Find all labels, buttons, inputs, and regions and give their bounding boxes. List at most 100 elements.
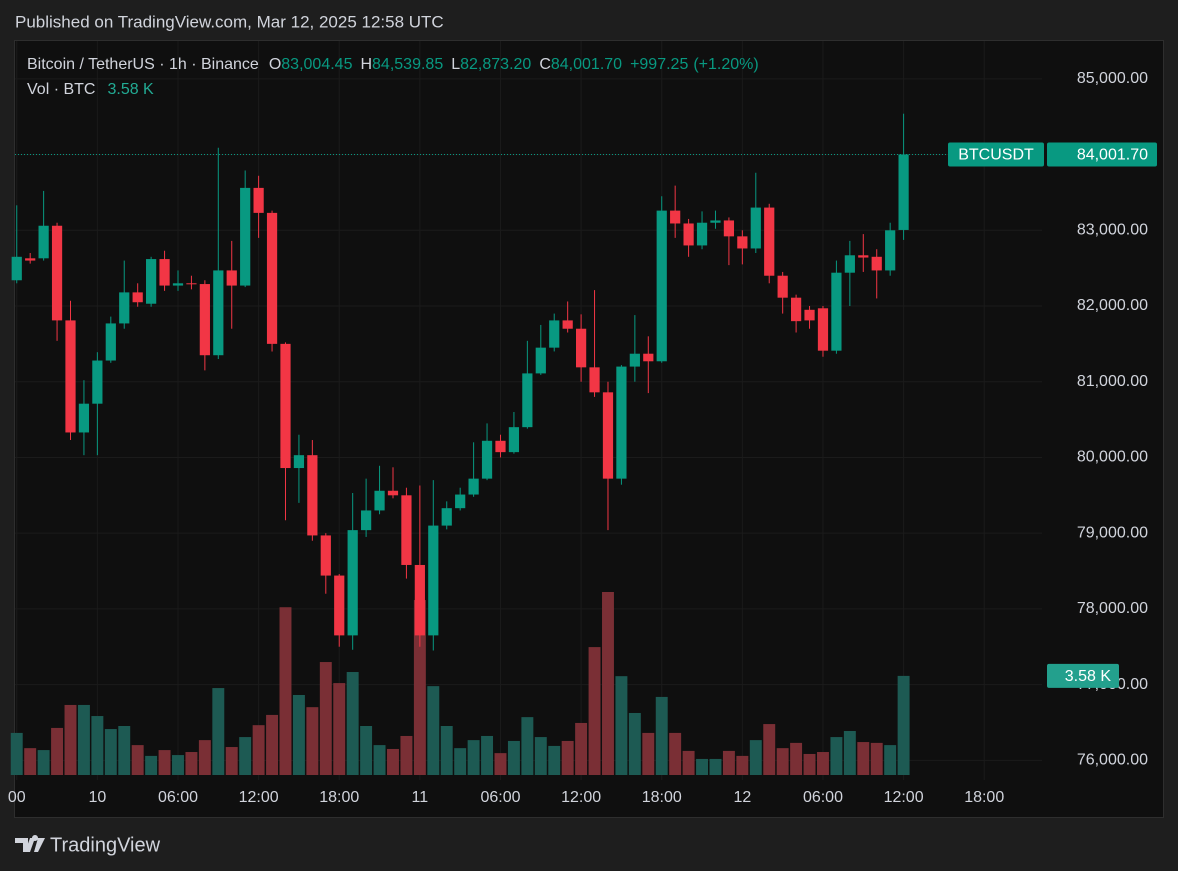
candle-body xyxy=(266,212,278,344)
candle-body xyxy=(737,236,748,249)
candle-body xyxy=(535,347,546,374)
volume-bar xyxy=(817,752,829,775)
x-tick-label: 12:00 xyxy=(239,789,279,806)
volume-tag-bg xyxy=(1047,663,1119,688)
volume-bar xyxy=(642,732,655,775)
volume-bar xyxy=(225,747,238,775)
volume-bar xyxy=(803,753,816,775)
volume-bar xyxy=(319,662,332,775)
candle-body xyxy=(562,320,573,329)
candle-body xyxy=(723,220,735,237)
symbol-tag-bg xyxy=(948,142,1044,167)
volume-bar xyxy=(104,729,117,775)
volume-bar xyxy=(131,745,144,775)
price-tag: 84,001.70 xyxy=(1077,147,1148,164)
candle-body xyxy=(549,320,560,348)
candle-body xyxy=(777,275,788,298)
price-tag-bg xyxy=(1047,142,1157,167)
candle-body xyxy=(844,255,855,273)
y-tick-label: 82,000.00 xyxy=(1077,297,1148,314)
candle-body xyxy=(885,230,896,271)
volume-bar xyxy=(333,683,346,775)
y-tick-label: 85,000.00 xyxy=(1077,70,1148,87)
candle-body xyxy=(334,575,345,636)
x-tick-label: 06:00 xyxy=(803,789,843,806)
candle-body xyxy=(253,187,264,213)
candle-body xyxy=(374,490,385,511)
candle-body xyxy=(508,427,520,453)
volume-bar xyxy=(521,717,534,775)
volume-bar xyxy=(346,672,359,775)
y-tick-label: 81,000.00 xyxy=(1077,373,1148,390)
y-tick-label: 79,000.00 xyxy=(1077,524,1148,541)
candle-body xyxy=(817,308,829,351)
candle-body xyxy=(293,455,305,469)
volume-bar xyxy=(534,737,547,775)
y-tick-label: 76,000.00 xyxy=(1077,752,1148,769)
candle-body xyxy=(710,220,721,223)
volume-tag: 3.58 K xyxy=(1065,668,1112,685)
candle-body xyxy=(522,373,533,428)
x-tick-label: 12:00 xyxy=(884,789,924,806)
volume-bar xyxy=(884,745,897,775)
candle-body xyxy=(804,309,815,321)
candle-body xyxy=(226,270,237,286)
legend-change: +997.25 xyxy=(630,56,688,73)
candle-body xyxy=(38,225,49,259)
volume-bar xyxy=(118,725,131,775)
volume-bar xyxy=(360,725,373,775)
candle-body xyxy=(683,223,694,246)
volume-bar xyxy=(185,752,198,775)
candle-body xyxy=(414,564,425,636)
legend-key: C xyxy=(539,56,551,73)
volume-bar xyxy=(252,725,265,775)
candle-body xyxy=(51,225,63,321)
candle-body xyxy=(831,272,842,351)
volume-bar xyxy=(64,704,77,775)
volume-bar xyxy=(548,745,561,775)
volume-bar xyxy=(387,748,399,775)
published-note: Published on TradingView.com, Mar 12, 20… xyxy=(15,12,444,31)
volume-bar xyxy=(790,742,803,775)
volume-bar xyxy=(561,740,574,775)
volume-bar xyxy=(507,740,520,775)
candle-body xyxy=(320,535,331,576)
candle-body xyxy=(240,187,251,286)
volume-bar xyxy=(10,732,23,775)
volume-bar xyxy=(628,712,641,775)
x-tick-label: 18:00 xyxy=(642,789,682,806)
legend-value: 84,001.70 xyxy=(551,56,622,73)
candle-body xyxy=(871,256,882,271)
candle-body xyxy=(589,367,600,393)
candle-body xyxy=(670,210,681,224)
volume-bar xyxy=(481,735,494,775)
volume-bar xyxy=(77,704,90,775)
x-tick-label: 06:00 xyxy=(480,789,520,806)
candle-body xyxy=(361,510,372,531)
volume-value: 3.58 K xyxy=(107,81,154,98)
logo xyxy=(15,835,45,852)
volume-title: Vol · BTC xyxy=(27,81,95,98)
candle-body xyxy=(468,478,479,495)
volume-bar xyxy=(776,748,789,775)
legend-key: L xyxy=(451,56,460,73)
volume-bar xyxy=(172,755,184,775)
volume-bar xyxy=(279,607,292,775)
legend-key: H xyxy=(360,56,372,73)
volume-bar xyxy=(51,727,64,775)
candle-body xyxy=(790,297,802,322)
volume-bar xyxy=(602,592,614,775)
brand: TradingView xyxy=(50,834,161,856)
volume-bar xyxy=(655,696,668,775)
volume-bar xyxy=(427,686,440,775)
candle-body xyxy=(172,283,184,286)
volume-bar xyxy=(830,737,843,775)
candle-body xyxy=(656,210,667,362)
candle-body xyxy=(119,292,130,324)
candle-body xyxy=(159,259,170,286)
candle-body xyxy=(495,440,506,453)
volume-bar xyxy=(897,675,910,775)
candle-body xyxy=(455,494,466,509)
volume-legend: Vol · BTC 3.58 K xyxy=(27,81,154,98)
